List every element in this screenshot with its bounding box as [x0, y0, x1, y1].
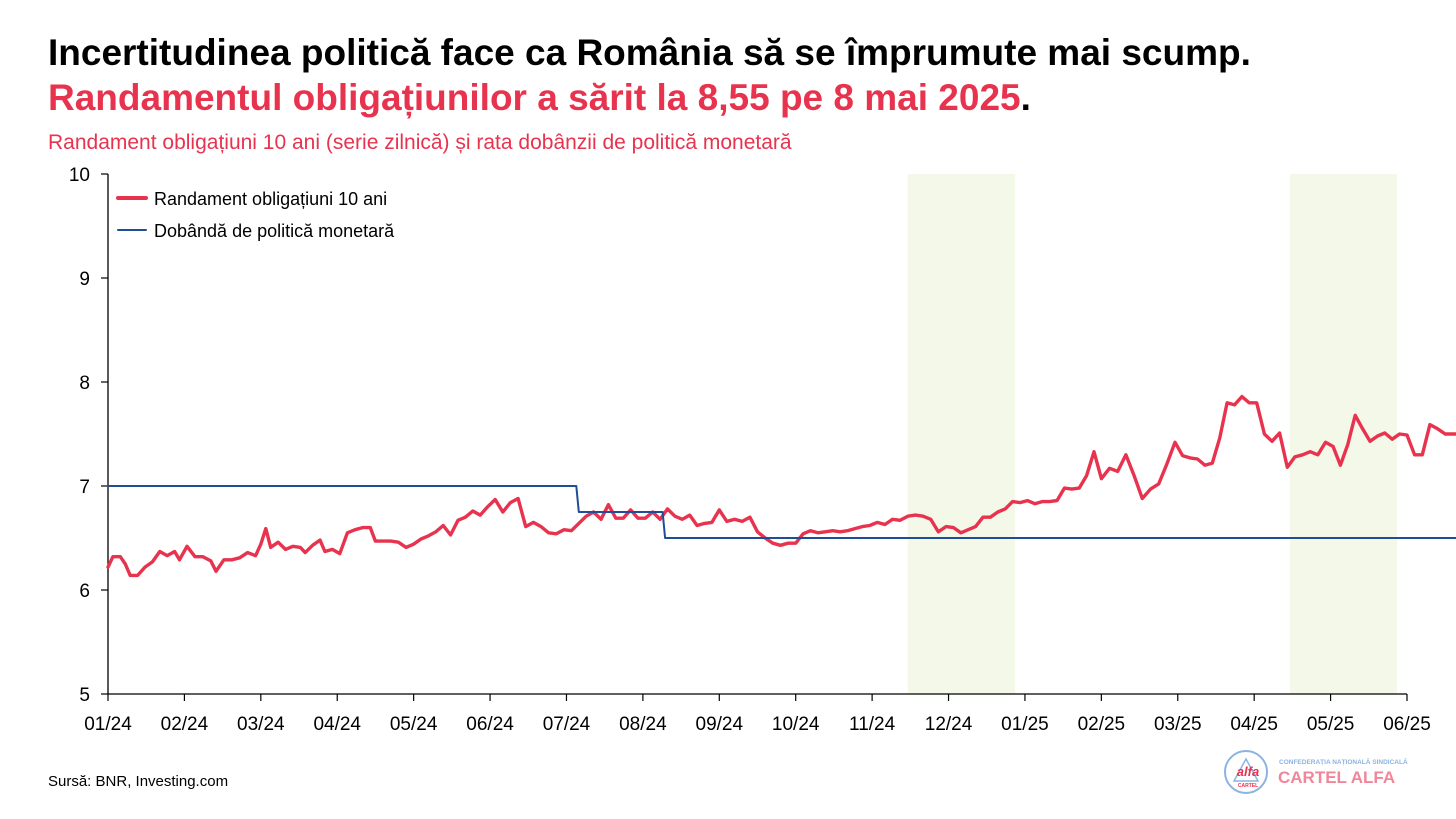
legend-label: Dobândă de politică monetară — [154, 221, 395, 241]
logo-name: CARTEL ALFA — [1278, 768, 1396, 787]
title-highlight: Randamentul obligațiunilor a sărit la 8,… — [48, 77, 1021, 118]
cartel-alfa-logo: alfa CARTEL CONFEDERAȚIA NAȚIONALĂ SINDI… — [1224, 750, 1424, 800]
logo-triangle-icon — [1232, 757, 1260, 782]
x-tick-label: 09/24 — [696, 714, 744, 735]
logo-mark-small: CARTEL — [1237, 783, 1259, 789]
x-tick-label: 01/25 — [1001, 714, 1049, 735]
x-tick-label: 08/24 — [619, 714, 667, 735]
title-end: . — [1020, 77, 1031, 118]
chart-subtitle: Randament obligațiuni 10 ani (serie ziln… — [48, 131, 792, 154]
x-tick-label: 10/24 — [772, 714, 820, 735]
chart-title: Incertitudinea politică face ca România … — [48, 30, 1428, 120]
series-line-bond-yield — [106, 394, 1456, 578]
x-tick-label: 02/25 — [1078, 714, 1126, 735]
x-tick-label: 05/24 — [390, 714, 438, 735]
x-tick-label: 04/24 — [313, 714, 361, 735]
x-tick-label: 04/25 — [1230, 714, 1278, 735]
x-tick-label: 07/24 — [543, 714, 591, 735]
x-tick-label: 03/25 — [1154, 714, 1202, 735]
x-tick-label: 01/24 — [84, 714, 132, 735]
logo-tagline: CONFEDERAȚIA NAȚIONALĂ SINDICALĂ — [1279, 759, 1408, 766]
x-tick-label: 11/24 — [849, 714, 896, 735]
x-tick-label: 02/24 — [161, 714, 209, 735]
title-part-1: Incertitudinea politică face ca România … — [48, 32, 1251, 73]
y-tick-label: 7 — [79, 477, 90, 498]
y-tick-label: 6 — [79, 581, 90, 602]
x-tick-label: 06/25 — [1383, 714, 1431, 735]
legend-label: Randament obligațiuni 10 ani — [154, 189, 387, 209]
y-tick-label: 5 — [79, 685, 90, 706]
x-tick-label: 03/24 — [237, 714, 285, 735]
logo-mark-text: alfa — [1236, 764, 1260, 779]
series-line-policy-rate — [107, 485, 1456, 539]
x-tick-label: 05/25 — [1307, 714, 1355, 735]
logo-circle-icon: alfa CARTEL — [1224, 750, 1268, 794]
source-note: Sursă: BNR, Investing.com — [48, 773, 229, 790]
x-tick-label: 12/24 — [925, 714, 973, 735]
y-tick-label: 8 — [79, 373, 90, 394]
y-tick-label: 10 — [69, 165, 90, 186]
shaded-period-1 — [907, 174, 1016, 694]
x-tick-label: 06/24 — [466, 714, 514, 735]
y-tick-label: 9 — [79, 269, 90, 290]
